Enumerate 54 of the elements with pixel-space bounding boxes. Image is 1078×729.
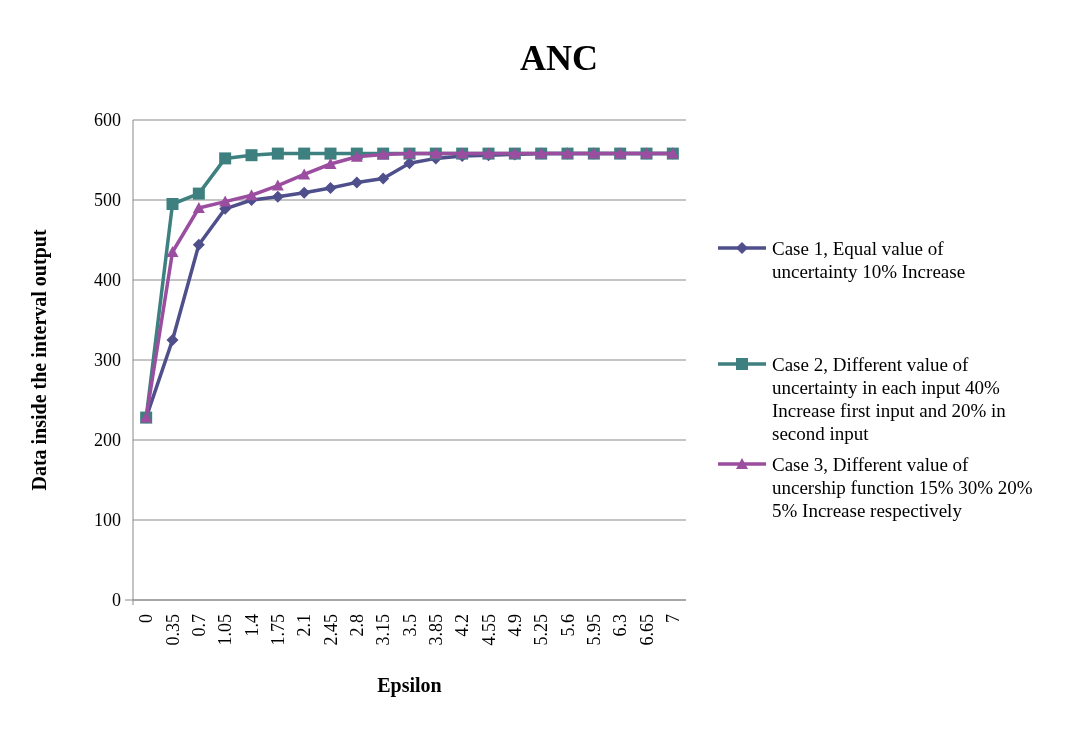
- point: [271, 147, 284, 160]
- y-axis-title: Data inside the interval output: [28, 229, 51, 491]
- point: [166, 198, 179, 210]
- point: [245, 149, 258, 162]
- x-tick-label: 0.7: [188, 614, 209, 637]
- x-tick-label: 3.5: [399, 614, 420, 637]
- x-tick-label: 5.95: [583, 614, 604, 646]
- x-tick-label: 5.6: [557, 614, 578, 637]
- x-tick-label: 1.75: [267, 614, 288, 646]
- y-tick-label: 600: [94, 110, 121, 131]
- legend-label: Case 2, Different value of uncertainty in each input 40% Increase first input and 20% in second input: [772, 353, 1007, 444]
- x-tick-label: 4.2: [452, 614, 473, 637]
- x-tick-label: 5.25: [531, 614, 552, 646]
- point: [377, 172, 390, 185]
- x-tick-label: 7: [662, 614, 683, 623]
- point: [271, 179, 284, 191]
- legend-label: Case 1, Equal value of uncertainty 10% Increase: [772, 237, 966, 282]
- x-tick-label: 2.45: [320, 614, 341, 646]
- legend-label: Case 3, Different value of uncership function 15% 30% 20% 5% Increase respectively: [772, 453, 1033, 521]
- point: [192, 202, 205, 213]
- point: [324, 182, 337, 194]
- x-axis-title: Epsilon: [377, 674, 442, 697]
- point: [350, 176, 363, 189]
- y-tick-label: 500: [94, 190, 121, 211]
- x-tick-label: 3.15: [373, 614, 394, 646]
- y-tick-label: 300: [94, 350, 121, 371]
- x-tick-label: 2.8: [346, 614, 367, 637]
- x-tick-label: 6.3: [610, 614, 631, 637]
- x-tick-label: 1.4: [241, 614, 262, 637]
- point: [192, 238, 205, 251]
- point: [324, 158, 337, 169]
- point: [219, 195, 232, 207]
- point: [298, 168, 311, 180]
- chart-title: ANC: [520, 38, 598, 78]
- point: [298, 147, 311, 160]
- x-tick-label: 0.35: [162, 614, 183, 646]
- point: [166, 246, 179, 257]
- point: [271, 190, 284, 203]
- x-tick-label: 1.05: [215, 614, 236, 646]
- x-tick-label: 6.65: [636, 614, 657, 646]
- point: [245, 189, 258, 201]
- x-tick-label: 3.85: [425, 614, 446, 646]
- x-tick-label: 0: [136, 614, 157, 623]
- x-tick-label: 2.1: [294, 614, 315, 637]
- point: [219, 152, 232, 165]
- x-tick-label: 4.55: [478, 614, 499, 646]
- y-tick-label: 400: [94, 270, 121, 291]
- point: [166, 334, 179, 346]
- y-tick-label: 200: [94, 430, 121, 451]
- y-tick-label: 100: [94, 510, 121, 531]
- point: [192, 187, 205, 200]
- x-tick-label: 4.9: [504, 614, 525, 637]
- point: [324, 147, 337, 160]
- point: [298, 186, 311, 199]
